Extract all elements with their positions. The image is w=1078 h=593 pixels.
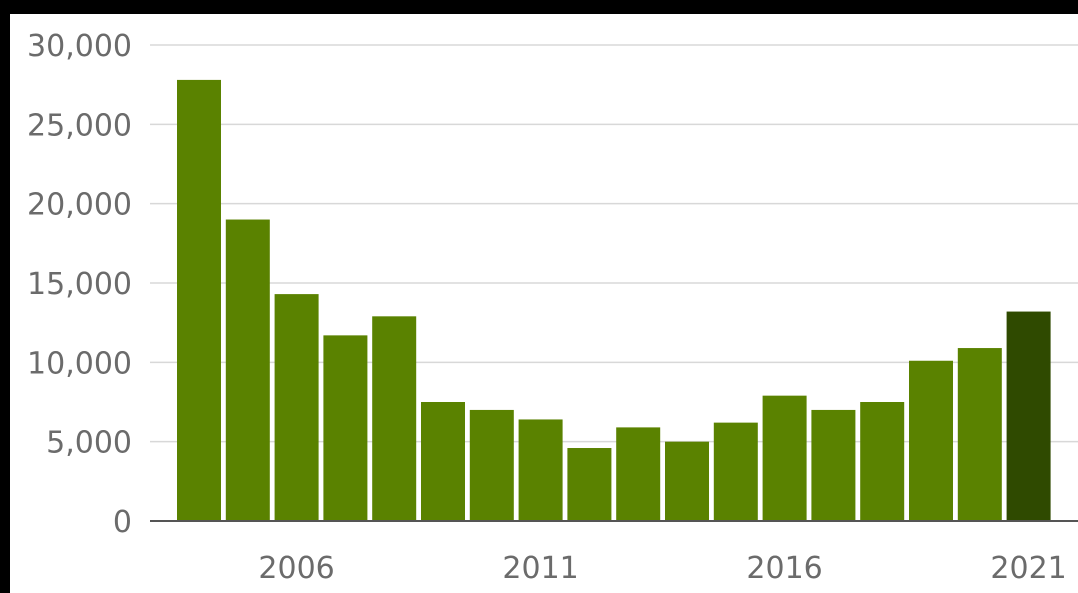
y-tick-label: 0 [113, 505, 132, 540]
bar-2005 [225, 219, 270, 522]
bar-2018 [860, 402, 905, 521]
y-tick-label: 10,000 [27, 346, 132, 381]
x-tick-label: 2006 [258, 551, 334, 586]
x-tick-label: 2016 [746, 551, 822, 586]
y-axis-tick-labels: 0 5,000 10,000 15,000 20,000 25,000 30,000 [27, 29, 132, 540]
bar-2011 [518, 419, 563, 521]
bar-2004 [177, 79, 221, 521]
bar-2019 [909, 360, 953, 521]
y-tick-label: 15,000 [27, 267, 132, 302]
bar-2014 [665, 441, 709, 521]
bar-2017 [811, 409, 856, 521]
bar-2007 [323, 335, 368, 521]
bar-2012 [567, 448, 612, 521]
bar-2009 [421, 402, 465, 521]
y-tick-label: 30,000 [27, 29, 132, 64]
bar-2013 [616, 427, 661, 521]
bar-2006 [274, 294, 319, 521]
bar-2016 [762, 395, 807, 521]
bar-2021 [1006, 311, 1051, 521]
bar-2008 [372, 316, 417, 521]
y-tick-label: 20,000 [27, 188, 132, 223]
y-tick-label: 5,000 [46, 426, 132, 461]
x-tick-label: 2021 [990, 551, 1066, 586]
y-tick-label: 25,000 [27, 108, 132, 143]
bar-2020 [957, 348, 1002, 521]
x-tick-label: 2011 [502, 551, 578, 586]
bar-2015 [713, 422, 758, 521]
bar-2010 [469, 409, 514, 521]
x-axis-tick-labels: 2006 2011 2016 2021 [258, 551, 1066, 586]
bars [177, 79, 1051, 522]
